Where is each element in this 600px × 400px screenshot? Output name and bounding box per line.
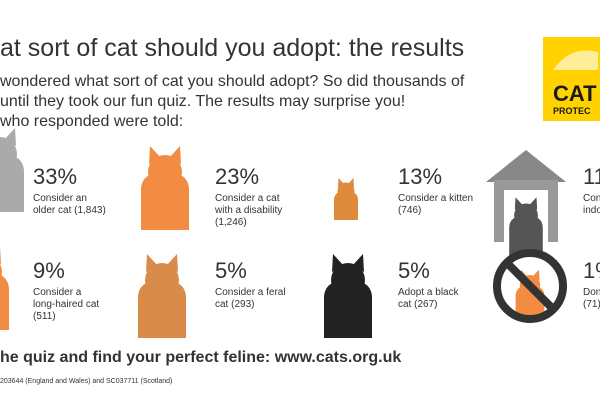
description: Don' bbox=[583, 287, 600, 298]
percent: 23% bbox=[215, 164, 259, 189]
percent: 1% bbox=[583, 258, 600, 283]
legal: 203644 (England and Wales) and SC037711 … bbox=[0, 378, 172, 385]
description: (71) bbox=[583, 299, 600, 310]
intro-line: who responded were told: bbox=[0, 113, 183, 130]
percent: 13% bbox=[398, 164, 442, 189]
cat-icon bbox=[0, 246, 9, 330]
logo-text: CAT bbox=[553, 81, 597, 106]
description: cat (267) bbox=[398, 299, 437, 310]
cat-icon bbox=[138, 254, 186, 338]
description: Cons bbox=[583, 193, 600, 204]
logo-cat bbox=[553, 50, 598, 70]
description: Consider a feral bbox=[215, 287, 286, 298]
no-sign bbox=[493, 249, 567, 323]
description: cat (293) bbox=[215, 299, 254, 310]
intro-line: until they took our fun quiz. The result… bbox=[0, 93, 405, 110]
percent: 33% bbox=[33, 164, 77, 189]
description: Consider a bbox=[33, 287, 82, 298]
intro-line: wondered what sort of cat you should ado… bbox=[0, 73, 465, 90]
cat-icon bbox=[141, 146, 189, 230]
description: Consider an bbox=[33, 193, 87, 204]
description: Adopt a black bbox=[398, 287, 460, 298]
percent: 9% bbox=[33, 258, 65, 283]
percent: 5% bbox=[398, 258, 430, 283]
house-roof bbox=[486, 150, 566, 182]
description: (746) bbox=[398, 205, 421, 216]
cat-icon bbox=[0, 128, 24, 212]
title: at sort of cat should you adopt: the res… bbox=[0, 34, 464, 62]
cat-icon bbox=[324, 254, 372, 338]
percent: 5% bbox=[215, 258, 247, 283]
percent: 11 bbox=[583, 164, 600, 189]
description: older cat (1,843) bbox=[33, 205, 106, 216]
description: (1,246) bbox=[215, 217, 247, 228]
description: indo bbox=[583, 205, 600, 216]
call-to-action: he quiz and find your perfect feline: ww… bbox=[0, 349, 401, 366]
description: long-haired cat bbox=[33, 299, 99, 310]
no-sign-bar bbox=[504, 260, 556, 312]
description: (511) bbox=[33, 311, 56, 322]
cat-icon bbox=[334, 178, 358, 220]
description: with a disability bbox=[214, 205, 282, 216]
description: Consider a kitten bbox=[398, 193, 473, 204]
logo-text: PROTEC bbox=[553, 106, 591, 116]
description: Consider a cat bbox=[215, 193, 280, 204]
